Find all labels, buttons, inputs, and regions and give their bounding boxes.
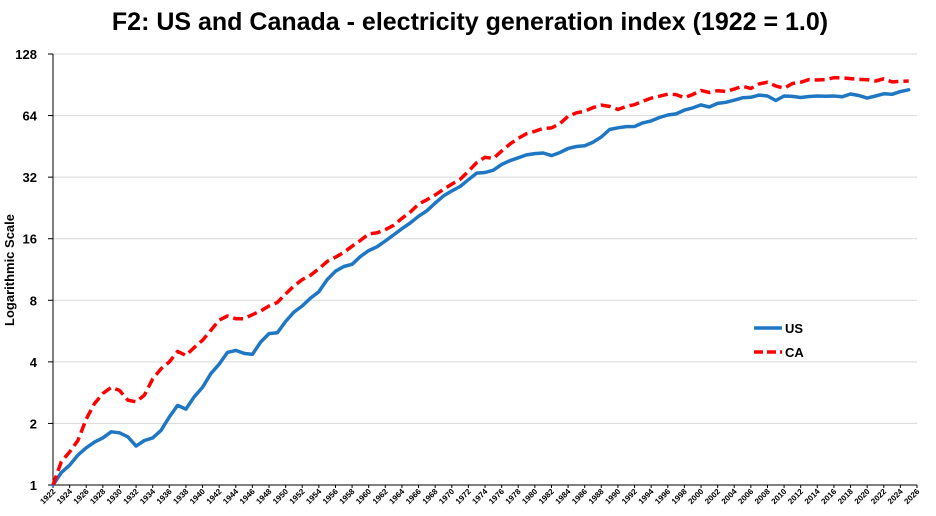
y-axis-label: Logarithmic Scale	[2, 214, 17, 326]
y-tick-label-8: 8	[30, 293, 37, 308]
y-tick-label-4: 4	[30, 355, 38, 370]
y-axis: 1 2 4 8 16 32 64 128	[15, 47, 54, 493]
series-line-us	[51, 88, 911, 487]
plot-series	[51, 75, 911, 487]
y-tick-label-16: 16	[23, 232, 37, 247]
chart-title: F2: US and Canada - electricity generati…	[112, 8, 828, 36]
y-tick-label-64: 64	[23, 109, 38, 124]
y-tick-label-1: 1	[30, 478, 37, 493]
y-tick-label-2: 2	[30, 416, 37, 431]
legend: US CA	[754, 321, 804, 360]
y-tick-label-128: 128	[15, 47, 37, 62]
series-line-ca	[51, 75, 909, 486]
legend-label-us: US	[785, 321, 803, 336]
gridlines	[53, 53, 917, 424]
y-tick-label-32: 32	[23, 170, 37, 185]
legend-label-ca: CA	[785, 345, 804, 360]
